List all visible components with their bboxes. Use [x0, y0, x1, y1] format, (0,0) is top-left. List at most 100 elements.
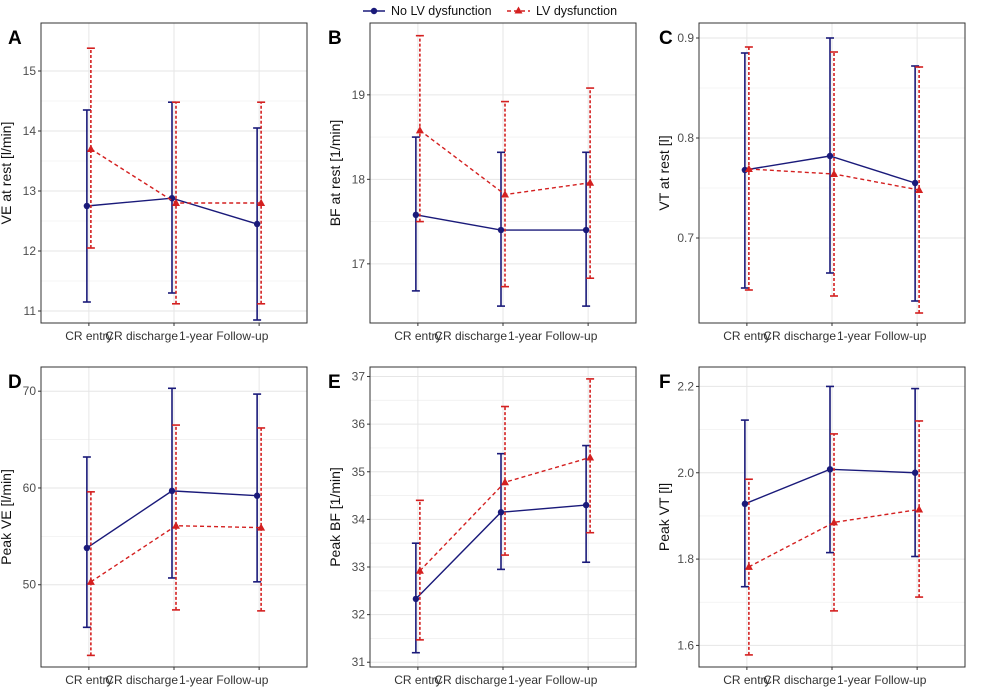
- y-tick-label: 15: [23, 64, 37, 78]
- y-tick-label: 70: [23, 384, 37, 398]
- point-no-lv: [168, 195, 176, 202]
- panel-label: A: [8, 28, 22, 49]
- point-lv: [86, 144, 95, 152]
- legend-label-lv: LV dysfunction: [536, 4, 617, 18]
- y-tick-label: 11: [24, 304, 37, 318]
- legend: No LV dysfunction LV dysfunction: [363, 4, 617, 18]
- x-tick-label: 1-year Follow-up: [508, 673, 598, 687]
- panel-label: D: [8, 372, 22, 393]
- point-lv: [501, 478, 509, 486]
- point-lv: [744, 164, 753, 172]
- point-no-lv: [83, 544, 91, 552]
- panel-frame: [369, 22, 637, 324]
- point-lv: [830, 169, 838, 177]
- point-no-lv: [911, 469, 919, 476]
- y-tick-label: 50: [23, 578, 37, 592]
- point-lv: [915, 185, 924, 193]
- x-tick-label: 1-year Follow-up: [837, 329, 927, 343]
- y-tick-label: 0.7: [677, 231, 694, 245]
- y-tick-label: 2.0: [677, 466, 694, 480]
- y-axis-label: Peak VT [l]: [656, 483, 672, 551]
- point-no-lv: [253, 492, 261, 499]
- x-tick-label: CR entry: [723, 329, 770, 343]
- y-axis-label: Peak VE [l/min]: [0, 469, 14, 565]
- x-tick-label: CR entry: [723, 673, 770, 687]
- x-tick-label: CR discharge: [434, 673, 507, 687]
- point-lv: [915, 505, 924, 513]
- point-no-lv: [497, 226, 505, 234]
- point-lv: [172, 521, 180, 529]
- point-no-lv: [412, 595, 420, 603]
- y-tick-label: 1.6: [677, 638, 694, 652]
- y-tick-label: 13: [23, 184, 37, 198]
- y-tick-label: 32: [352, 608, 366, 622]
- point-no-lv: [253, 220, 261, 228]
- x-tick-label: CR discharge: [763, 673, 836, 687]
- y-tick-label: 37: [352, 370, 366, 384]
- point-no-lv: [168, 487, 176, 495]
- x-tick-label: CR entry: [65, 673, 112, 687]
- point-lv: [257, 198, 266, 206]
- x-tick-label: CR entry: [65, 329, 112, 343]
- point-lv: [586, 453, 595, 461]
- point-no-lv: [911, 179, 919, 187]
- y-tick-label: 18: [352, 172, 366, 186]
- point-no-lv: [412, 211, 420, 219]
- panel-frame: [40, 22, 308, 324]
- y-tick-label: 1.8: [677, 552, 694, 566]
- y-tick-label: 33: [352, 560, 366, 574]
- y-tick-label: 31: [352, 655, 366, 669]
- x-tick-label: CR discharge: [105, 673, 178, 687]
- x-tick-label: CR discharge: [434, 329, 507, 343]
- panel-label: B: [328, 28, 342, 49]
- x-tick-label: CR discharge: [763, 329, 836, 343]
- x-tick-label: CR entry: [394, 673, 441, 687]
- panel-frame: [698, 366, 966, 668]
- y-tick-label: 36: [352, 417, 366, 431]
- y-tick-label: 17: [352, 257, 366, 271]
- x-tick-label: 1-year Follow-up: [179, 673, 269, 687]
- panel-label: C: [659, 28, 673, 49]
- point-lv: [257, 523, 266, 531]
- legend-marker-lv: [514, 6, 523, 14]
- y-tick-label: 35: [352, 465, 366, 479]
- point-lv: [501, 190, 509, 198]
- panel-frame: [369, 366, 637, 668]
- y-tick-label: 19: [352, 88, 366, 102]
- y-axis-label: VT at rest [l]: [656, 135, 672, 210]
- y-axis-label: Peak BF [1/min]: [327, 467, 343, 567]
- panel-frame: [40, 366, 308, 668]
- point-no-lv: [826, 466, 834, 473]
- y-tick-label: 14: [23, 124, 37, 138]
- point-no-lv: [582, 501, 590, 509]
- y-tick-label: 34: [352, 512, 366, 526]
- point-lv: [172, 198, 180, 206]
- x-tick-label: 1-year Follow-up: [837, 673, 927, 687]
- point-lv: [415, 566, 424, 574]
- point-lv: [586, 178, 595, 186]
- point-no-lv: [741, 500, 749, 508]
- y-tick-label: 2.2: [677, 379, 694, 393]
- legend-marker-no-lv: [370, 7, 378, 15]
- y-tick-label: 0.8: [677, 131, 694, 145]
- x-tick-label: CR discharge: [105, 329, 178, 343]
- point-lv: [830, 518, 838, 526]
- point-no-lv: [582, 226, 590, 234]
- x-tick-label: CR entry: [394, 329, 441, 343]
- y-tick-label: 0.9: [677, 31, 694, 45]
- legend-label-no-lv: No LV dysfunction: [391, 4, 492, 18]
- point-no-lv: [497, 509, 505, 516]
- panel-label: E: [328, 372, 341, 393]
- y-tick-label: 60: [23, 481, 37, 495]
- panel-label: F: [659, 372, 671, 393]
- y-axis-label: BF at rest [1/min]: [327, 120, 343, 227]
- point-lv: [415, 126, 424, 134]
- point-no-lv: [826, 152, 834, 160]
- panel-frame: [698, 22, 966, 324]
